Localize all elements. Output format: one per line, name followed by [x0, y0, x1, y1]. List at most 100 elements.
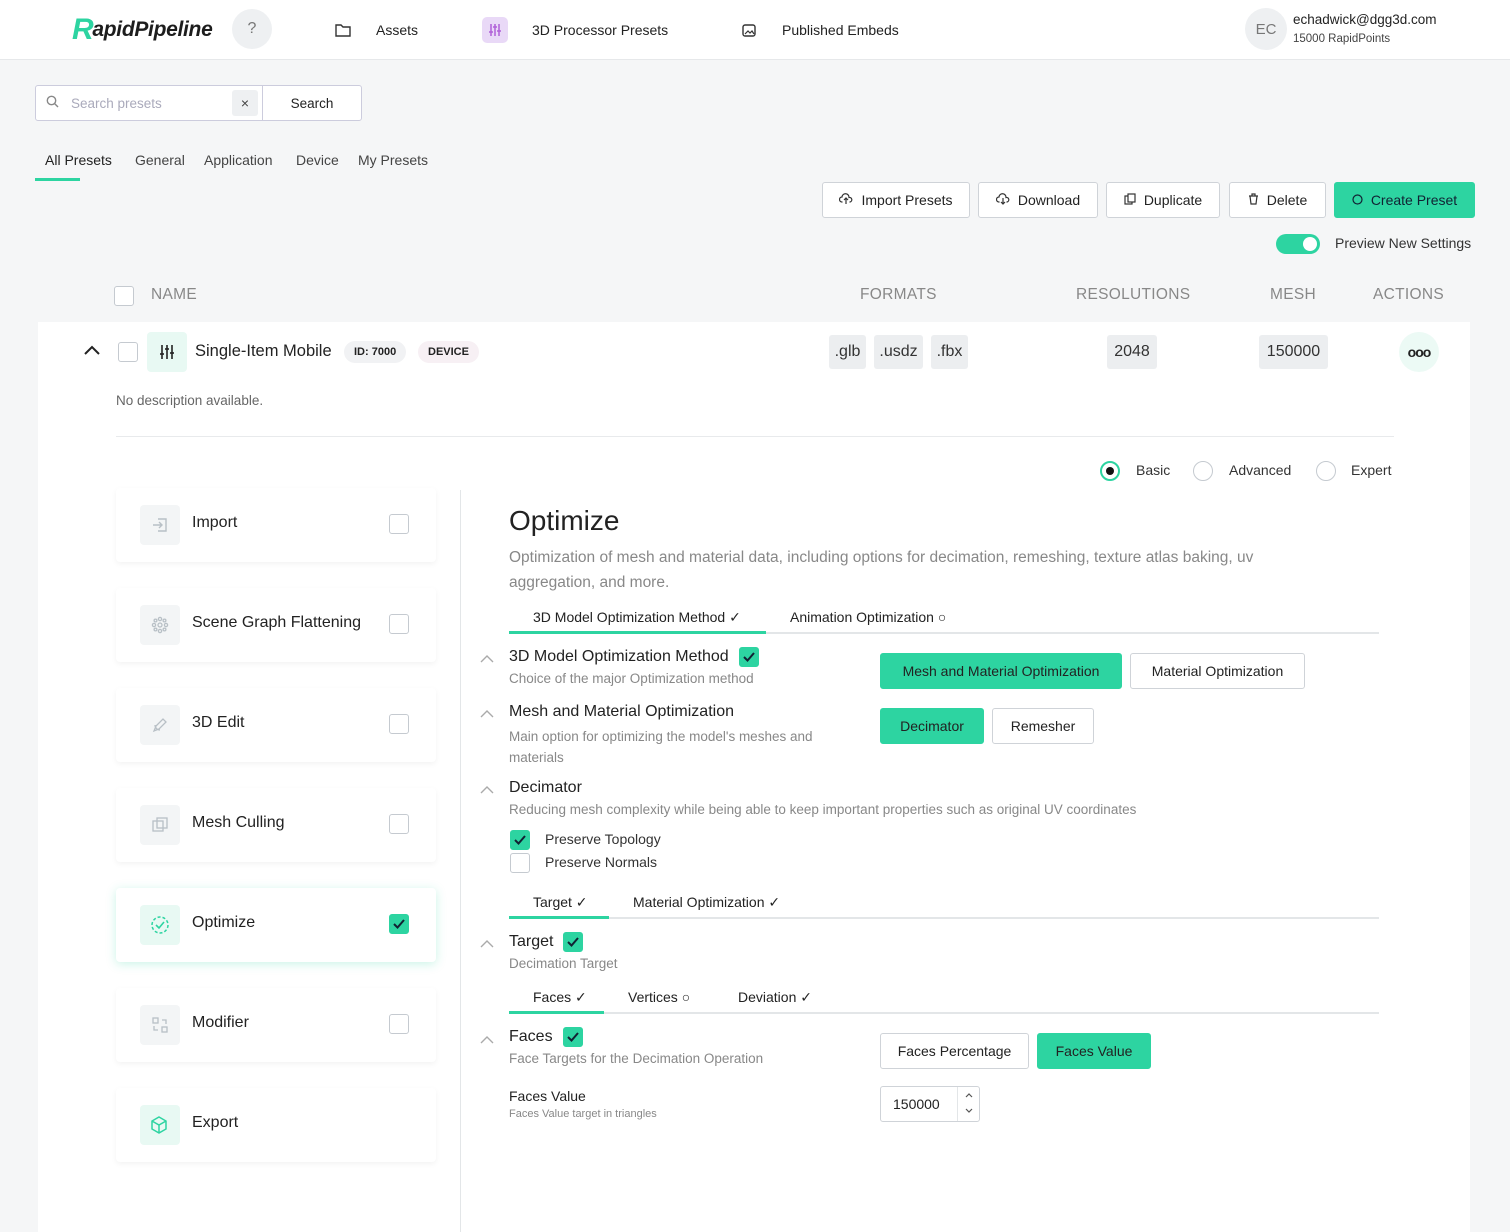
faces-percentage-button[interactable]: Faces Percentage	[880, 1033, 1029, 1069]
decimator-button[interactable]: Decimator	[880, 708, 984, 744]
search-clear-button[interactable]: ×	[232, 90, 258, 116]
nav-3d-processor-presets[interactable]: 3D Processor Presets	[482, 14, 668, 46]
active-optimize-tab-underline	[509, 631, 766, 634]
chevron-up-icon[interactable]	[480, 652, 494, 666]
tab-my-presets[interactable]: My Presets	[358, 152, 429, 168]
user-initials: EC	[1255, 20, 1277, 38]
faces-checkbox[interactable]	[562, 1027, 583, 1047]
cloud-upload-icon	[839, 192, 853, 208]
row-checkbox[interactable]	[118, 342, 138, 362]
faces-value-button[interactable]: Faces Value	[1037, 1033, 1151, 1069]
step-export[interactable]: Export	[116, 1088, 436, 1162]
preview-settings-toggle[interactable]	[1276, 234, 1320, 254]
duplicate-button[interactable]: Duplicate	[1106, 182, 1220, 218]
material-optimization-button[interactable]: Material Optimization	[1130, 653, 1305, 689]
step-scene-graph-checkbox[interactable]	[389, 614, 409, 634]
mode-expert-radio[interactable]	[1316, 461, 1336, 481]
preset-name[interactable]: Single-Item Mobile	[195, 342, 332, 360]
help-button[interactable]: ?	[232, 9, 272, 49]
chevron-up-icon[interactable]	[480, 937, 494, 951]
collapse-chevron-icon[interactable]	[83, 343, 101, 361]
preview-settings-label: Preview New Settings	[1335, 235, 1472, 251]
tab-application[interactable]: Application	[204, 152, 273, 168]
user-email: echadwick@dgg3d.com	[1293, 12, 1437, 27]
step-optimize[interactable]: Optimize	[116, 888, 436, 962]
chevron-up-icon[interactable]	[480, 1033, 494, 1047]
column-header-name[interactable]: NAME	[151, 286, 197, 303]
snowflake-icon	[140, 605, 180, 645]
method-checkbox[interactable]	[738, 647, 759, 667]
preset-description: No description available.	[116, 393, 264, 408]
import-presets-button[interactable]: Import Presets	[822, 182, 970, 218]
faces-value-input[interactable]: 150000	[880, 1086, 980, 1122]
tab-faces[interactable]: Faces ✓	[533, 989, 587, 1005]
step-modifier[interactable]: Modifier	[116, 988, 436, 1062]
active-sub-tab-underline	[509, 916, 609, 919]
logo-text: apidPipeline	[92, 18, 213, 41]
remesher-button[interactable]: Remesher	[992, 708, 1094, 744]
number-stepper[interactable]	[957, 1087, 979, 1121]
step-3d-edit[interactable]: 3D Edit	[116, 688, 436, 762]
mode-basic-radio[interactable]	[1100, 461, 1120, 481]
folder-icon	[330, 17, 356, 43]
nav-assets[interactable]: Assets	[330, 14, 418, 46]
tab-general[interactable]: General	[135, 152, 185, 168]
faces-header: Faces	[509, 1027, 583, 1047]
tab-target[interactable]: Target ✓	[533, 894, 588, 910]
select-all-checkbox[interactable]	[114, 286, 134, 306]
step-mesh-culling[interactable]: Mesh Culling	[116, 788, 436, 862]
step-import-checkbox[interactable]	[389, 514, 409, 534]
step-3d-edit-checkbox[interactable]	[389, 714, 409, 734]
decimator-title: Decimator	[509, 779, 582, 796]
step-export-label: Export	[192, 1114, 239, 1131]
import-icon	[140, 505, 180, 545]
step-mesh-culling-checkbox[interactable]	[389, 814, 409, 834]
search-icon	[46, 95, 59, 111]
active-tab-underline	[35, 178, 80, 181]
step-optimize-checkbox[interactable]	[389, 914, 409, 934]
mode-basic-label[interactable]: Basic	[1136, 462, 1171, 478]
chevron-up-icon[interactable]	[480, 783, 494, 797]
format-chip-usdz: .usdz	[874, 335, 923, 369]
tab-vertices[interactable]: Vertices ○	[628, 989, 691, 1005]
nav-published-embeds[interactable]: Published Embeds	[736, 14, 899, 46]
step-scene-graph-flattening[interactable]: Scene Graph Flattening	[116, 588, 436, 662]
preserve-topology-checkbox[interactable]	[510, 830, 530, 850]
more-actions-button[interactable]: ooo	[1399, 332, 1439, 372]
image-icon	[736, 17, 762, 43]
mode-expert-label[interactable]: Expert	[1351, 462, 1392, 478]
tab-material-optimization[interactable]: Material Optimization ✓	[633, 894, 781, 910]
user-avatar[interactable]: EC	[1245, 8, 1287, 50]
tab-3d-model-optimization-method[interactable]: 3D Model Optimization Method ✓	[533, 609, 741, 625]
tab-device[interactable]: Device	[296, 152, 339, 168]
target-checkbox[interactable]	[563, 932, 584, 952]
mode-advanced-radio[interactable]	[1193, 461, 1213, 481]
vertical-divider	[460, 490, 461, 1232]
tab-animation-optimization[interactable]: Animation Optimization ○	[790, 609, 947, 625]
mesh-and-material-optimization-button[interactable]: Mesh and Material Optimization	[880, 653, 1122, 689]
create-preset-button[interactable]: Create Preset	[1334, 182, 1475, 218]
search-button[interactable]: Search	[262, 85, 362, 121]
step-modifier-checkbox[interactable]	[389, 1014, 409, 1034]
edit-icon	[140, 705, 180, 745]
logo-letter: R	[72, 13, 94, 46]
resolution-chip: 2048	[1107, 335, 1157, 369]
chevron-up-icon[interactable]	[958, 1087, 979, 1103]
modifier-icon	[140, 1005, 180, 1045]
tab-all-presets[interactable]: All Presets	[45, 152, 112, 168]
tab-deviation[interactable]: Deviation ✓	[738, 989, 812, 1005]
active-target-tab-underline	[509, 1011, 604, 1014]
format-chip-fbx: .fbx	[931, 335, 968, 369]
search-placeholder: Search presets	[71, 95, 162, 111]
preserve-topology-label: Preserve Topology	[545, 831, 661, 847]
chevron-up-icon[interactable]	[480, 707, 494, 721]
step-import[interactable]: Import	[116, 488, 436, 562]
export-icon	[140, 1105, 180, 1145]
delete-button[interactable]: Delete	[1229, 182, 1326, 218]
download-button[interactable]: Download	[978, 182, 1098, 218]
preserve-normals-checkbox[interactable]	[510, 853, 530, 873]
mode-advanced-label[interactable]: Advanced	[1229, 462, 1292, 478]
chevron-down-icon[interactable]	[958, 1103, 979, 1119]
search-input[interactable]: Search presets	[35, 85, 263, 121]
